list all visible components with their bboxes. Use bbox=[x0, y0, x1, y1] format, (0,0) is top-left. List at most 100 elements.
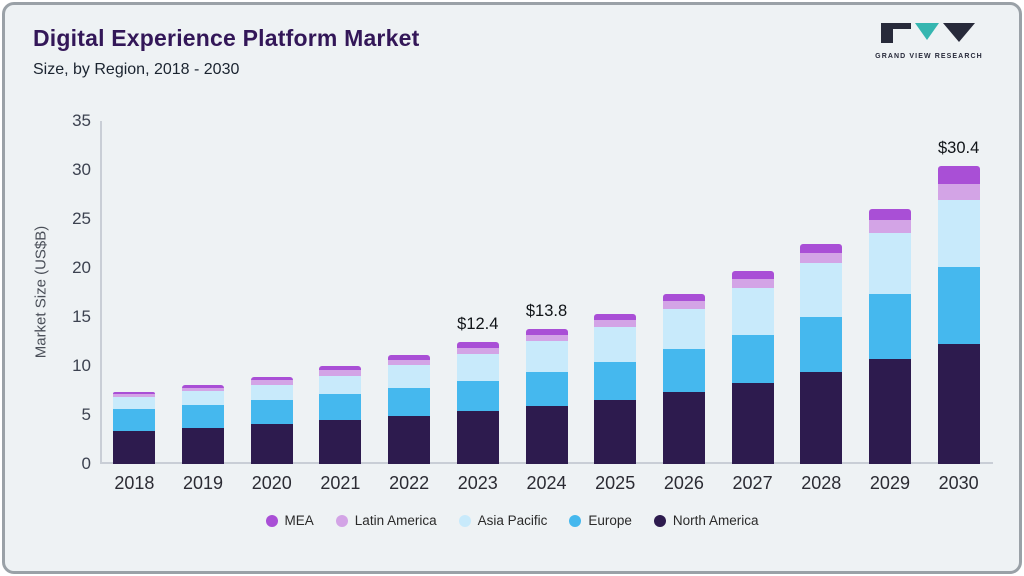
stacked-bar-2018 bbox=[113, 391, 156, 464]
bar-segment-europe bbox=[113, 409, 156, 431]
stacked-bar-2026 bbox=[662, 294, 705, 464]
bar-segment-north-america bbox=[388, 415, 431, 464]
bar-segment-north-america bbox=[868, 359, 911, 464]
page-title: Digital Experience Platform Market bbox=[33, 25, 420, 51]
y-tick-label: 20 bbox=[72, 258, 91, 277]
bar-segment-north-america bbox=[182, 427, 225, 464]
bar-segment-asia-pacific bbox=[388, 365, 431, 388]
bar-segment-latin-america bbox=[319, 370, 362, 376]
bar-segment-mea bbox=[662, 294, 705, 302]
bar-segment-europe bbox=[182, 405, 225, 428]
bar-segment-europe bbox=[868, 294, 911, 360]
bar-segment-europe bbox=[731, 334, 774, 383]
bar-segment-asia-pacific bbox=[594, 326, 637, 363]
bar-segment-north-america bbox=[937, 344, 980, 464]
bar-segment-europe bbox=[800, 316, 843, 372]
legend-item-europe: Europe bbox=[569, 513, 632, 528]
stacked-bar-2029 bbox=[868, 209, 911, 464]
bar-segment-europe bbox=[937, 266, 980, 345]
bar-segment-asia-pacific bbox=[113, 397, 156, 410]
bar-segment-latin-america bbox=[937, 183, 980, 201]
stacked-bar-2022 bbox=[388, 355, 431, 464]
bar-segment-mea bbox=[594, 314, 637, 320]
stacked-bar-2027 bbox=[731, 270, 774, 464]
stacked-bar-2019 bbox=[182, 385, 225, 464]
bar-segment-europe bbox=[594, 362, 637, 401]
bar-segment-asia-pacific bbox=[525, 341, 568, 372]
bar-segment-europe bbox=[662, 349, 705, 393]
x-axis-label: 2023 bbox=[457, 473, 498, 493]
bar-segment-mea bbox=[182, 385, 225, 389]
bar-segment-asia-pacific bbox=[250, 384, 293, 401]
x-axis-label: 2029 bbox=[869, 473, 910, 493]
legend-swatch bbox=[265, 514, 278, 527]
bar-segment-mea bbox=[250, 376, 293, 381]
x-axis-label: 2026 bbox=[663, 473, 704, 493]
bar-segment-north-america bbox=[456, 411, 499, 464]
bar-segment-asia-pacific bbox=[868, 232, 911, 295]
bar-segment-north-america bbox=[731, 382, 774, 464]
bar-segment-asia-pacific bbox=[800, 263, 843, 317]
bar-segment-asia-pacific bbox=[182, 391, 225, 406]
y-tick-label: 0 bbox=[81, 454, 91, 473]
legend-label: North America bbox=[672, 513, 759, 528]
stacked-bar-2020 bbox=[250, 376, 293, 464]
legend-label: Europe bbox=[588, 513, 632, 528]
legend-item-latin-america: Latin America bbox=[335, 513, 437, 528]
bar-segment-latin-america bbox=[182, 388, 225, 392]
bar-segment-mea bbox=[388, 355, 431, 360]
legend-label: MEA bbox=[284, 513, 314, 528]
bar-segment-north-america bbox=[594, 400, 637, 464]
x-axis-label: 2025 bbox=[595, 473, 636, 493]
y-tick-label: 30 bbox=[72, 160, 91, 179]
bar-segment-latin-america bbox=[731, 278, 774, 288]
bar-segment-north-america bbox=[113, 430, 156, 464]
value-label: $30.4 bbox=[937, 139, 980, 158]
bar-segment-europe bbox=[388, 387, 431, 416]
y-tick-label: 10 bbox=[72, 356, 91, 375]
stacked-bar-2024 bbox=[525, 328, 568, 464]
x-axis-label: 2030 bbox=[938, 473, 979, 493]
x-axis-label: 2018 bbox=[114, 473, 155, 493]
bar-segment-north-america bbox=[800, 371, 843, 464]
bar-segment-asia-pacific bbox=[456, 354, 499, 381]
bar-segment-mea bbox=[937, 166, 980, 184]
bar-segment-mea bbox=[731, 270, 774, 279]
bar-segment-latin-america bbox=[594, 319, 637, 327]
bar-segment-latin-america bbox=[800, 253, 843, 264]
y-tick-label: 35 bbox=[72, 111, 91, 130]
bar-segment-mea bbox=[319, 366, 362, 371]
chart-header: Digital Experience Platform Market Size,… bbox=[33, 25, 419, 79]
legend-item-north-america: North America bbox=[653, 513, 759, 528]
stacked-bar-chart: Market Size (US$B) 0 5 10 15 20 25 30 35 2018 201… bbox=[5, 5, 1019, 571]
bar-segment-latin-america bbox=[456, 348, 499, 355]
stacked-bar-2025 bbox=[594, 314, 637, 464]
y-tick-label: 25 bbox=[72, 209, 91, 228]
legend-swatch bbox=[458, 514, 471, 527]
bar-segment-latin-america bbox=[868, 219, 911, 233]
bar-segment-north-america bbox=[250, 423, 293, 464]
x-axis-label: 2028 bbox=[801, 473, 842, 493]
bar-segment-europe bbox=[456, 380, 499, 412]
bar-segment-latin-america bbox=[662, 301, 705, 310]
legend-swatch bbox=[335, 514, 348, 527]
y-tick-label: 5 bbox=[81, 405, 91, 424]
y-tick-label: 15 bbox=[72, 307, 91, 326]
y-axis-title: Market Size (US$B) bbox=[32, 225, 50, 359]
brand-logo-text: GRAND VIEW RESEARCH bbox=[875, 53, 983, 60]
bar-segment-asia-pacific bbox=[662, 309, 705, 350]
stacked-bar-2030 bbox=[937, 166, 980, 464]
legend-item-mea: MEA bbox=[265, 513, 314, 528]
legend-label: Asia Pacific bbox=[477, 513, 548, 528]
bar-segment-mea bbox=[800, 244, 843, 254]
x-axis-label: 2021 bbox=[320, 473, 361, 493]
bar-segment-asia-pacific bbox=[731, 287, 774, 335]
bar-segment-europe bbox=[525, 371, 568, 407]
legend: MEA Latin America Asia Pacific Europe North … bbox=[5, 513, 1019, 528]
brand-logo: GRAND VIEW RESEARCH bbox=[873, 23, 985, 60]
bar-segment-europe bbox=[319, 394, 362, 420]
value-label: $12.4 bbox=[457, 315, 499, 334]
x-axis-label: 2020 bbox=[251, 473, 292, 493]
stacked-bar-2021 bbox=[319, 366, 362, 464]
